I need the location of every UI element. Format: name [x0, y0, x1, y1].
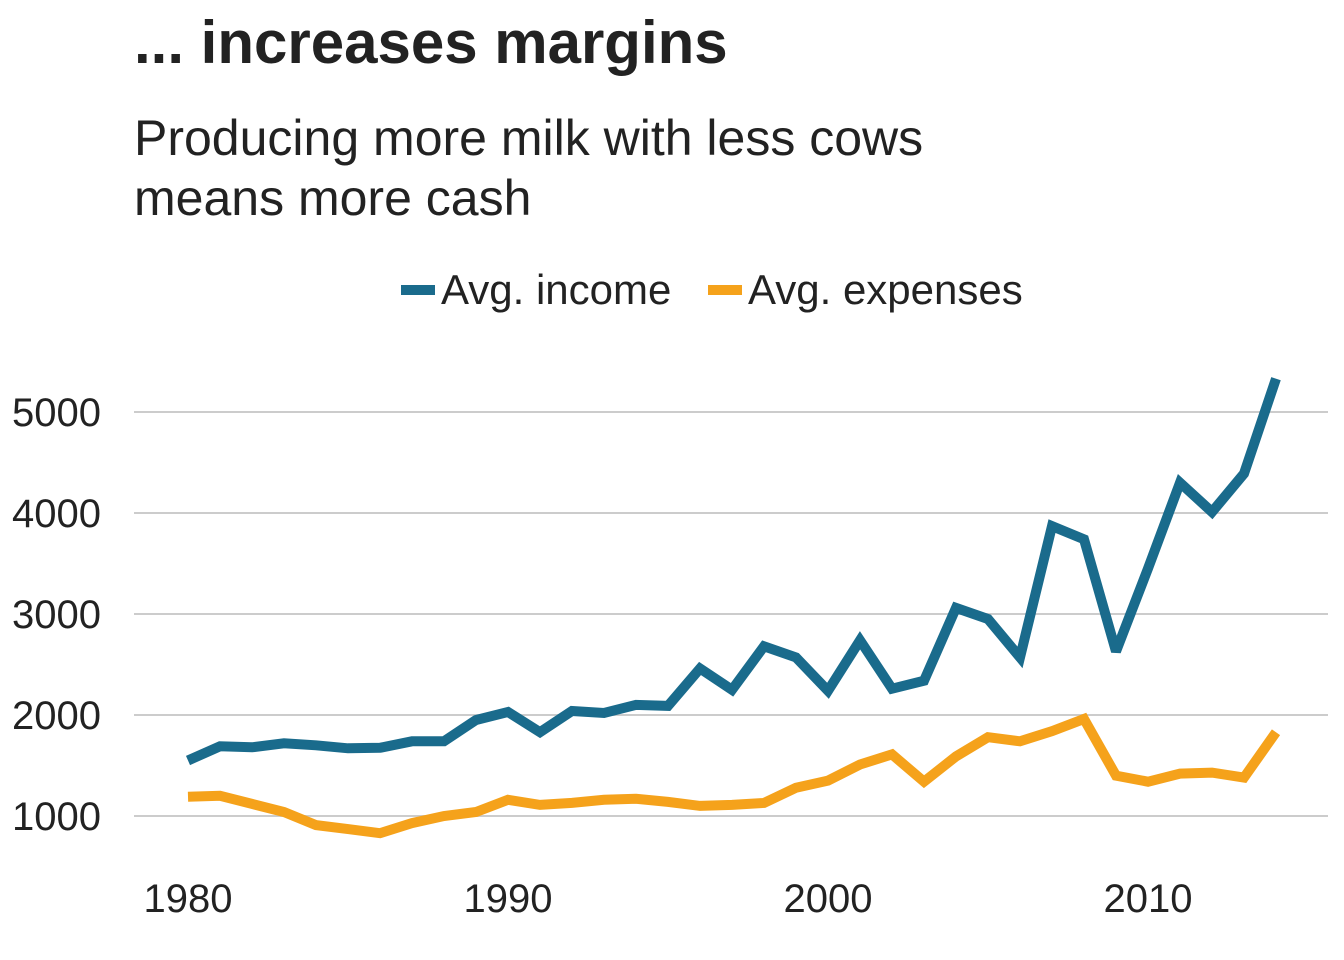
x-tick-label-1990: 1990: [464, 877, 553, 921]
chart-subtitle-line-2: means more cash: [134, 170, 532, 226]
y-tick-label-1000: 1000: [12, 795, 101, 839]
x-tick-label-2000: 2000: [784, 877, 873, 921]
legend-item-expenses: Avg. expenses: [708, 262, 1023, 318]
legend-item-income: Avg. income: [401, 262, 671, 318]
chart-subtitle-line-1: Producing more milk with less cows: [134, 110, 924, 166]
legend-label-expenses: Avg. expenses: [748, 266, 1023, 313]
legend-swatch-income: [401, 285, 435, 295]
y-tick-label-5000: 5000: [12, 391, 101, 435]
y-tick-label-4000: 4000: [12, 492, 101, 536]
y-tick-label-3000: 3000: [12, 593, 101, 637]
legend-swatch-expenses: [708, 285, 742, 295]
series-line-avg-expenses: [187, 712, 1281, 839]
chart-title: ... increases margins: [134, 9, 728, 76]
legend-label-income: Avg. income: [441, 266, 672, 313]
x-tick-label-1980: 1980: [144, 877, 233, 921]
chart-legend: Avg. income Avg. expenses: [0, 262, 1344, 318]
x-tick-label-2010: 2010: [1104, 877, 1193, 921]
chart-subtitle: Producing more milk with less cows means…: [134, 108, 1134, 228]
series-line-avg-income: [185, 377, 1281, 766]
y-tick-label-2000: 2000: [12, 694, 101, 738]
